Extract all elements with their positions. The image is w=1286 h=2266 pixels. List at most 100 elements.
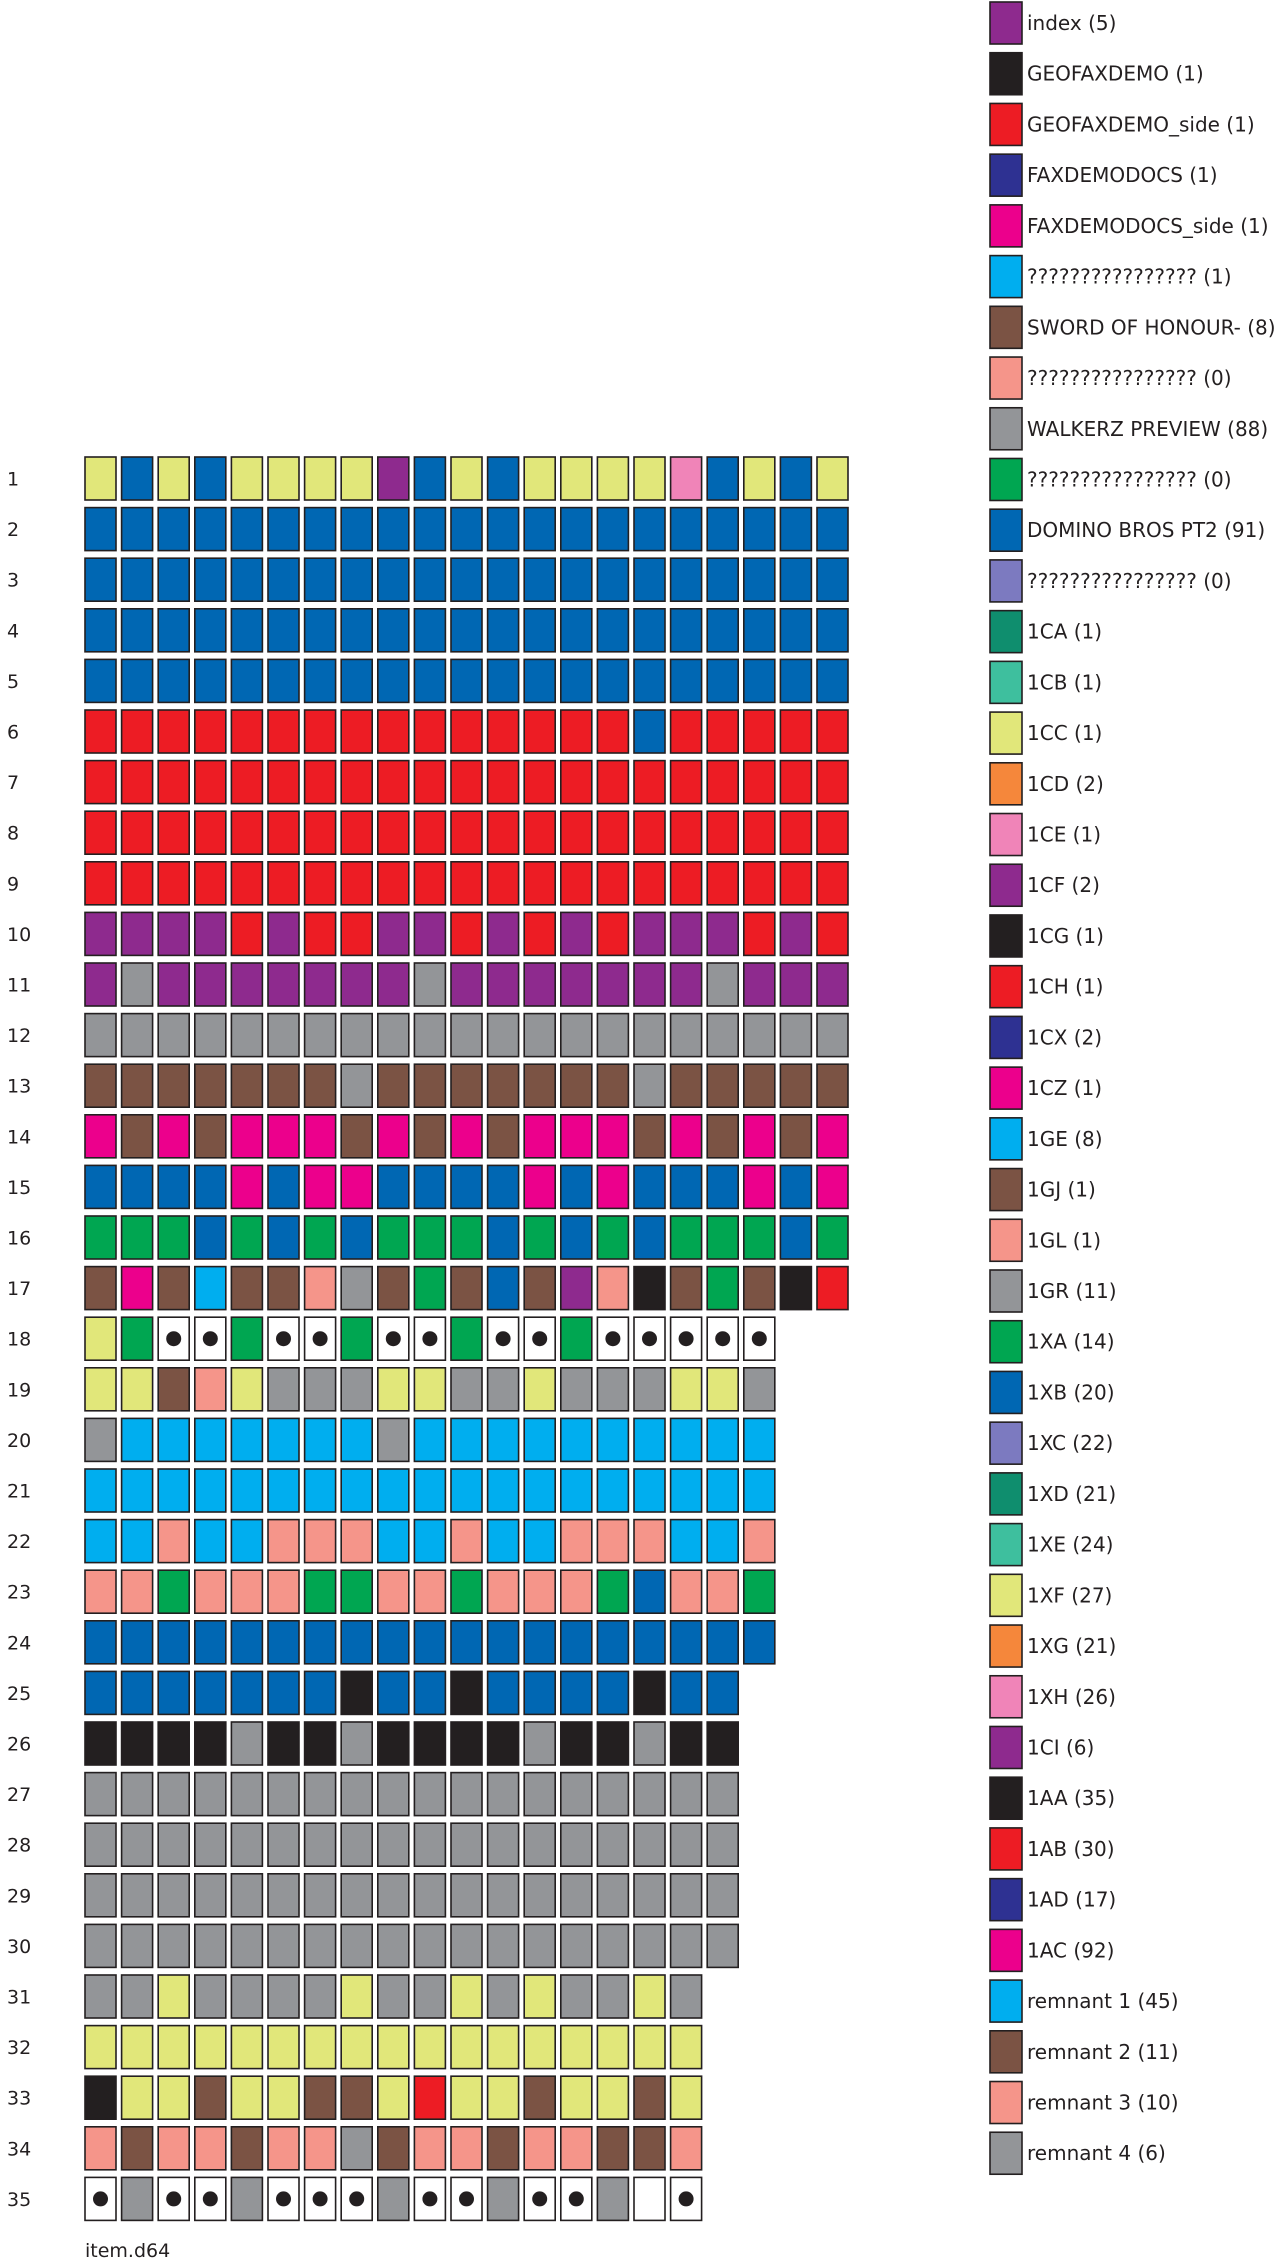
legend-swatch: [989, 711, 1023, 755]
free-sector-dot: [532, 2191, 548, 2207]
sector-cell: [120, 2075, 154, 2120]
sector-cell: [413, 2075, 447, 2120]
sector-cell: [303, 2024, 337, 2070]
track-label: 2: [7, 519, 19, 541]
sector-cell: [303, 1923, 337, 1969]
sector-cell: [340, 1114, 374, 1159]
sector-cell: [230, 506, 264, 552]
sector-cell: [340, 1265, 374, 1311]
sector-cell: [120, 1417, 154, 1463]
free-sector-dot: [202, 2191, 218, 2207]
sector-cell: [486, 1822, 520, 1867]
sector-cell: [523, 1367, 557, 1412]
sector-cell: [84, 1114, 117, 1159]
sector-cell: [376, 1417, 410, 1463]
sector-cell: [157, 810, 190, 856]
track-label: 9: [7, 873, 19, 895]
sector-cell: [120, 1923, 154, 1969]
legend-swatch: [989, 1370, 1023, 1415]
sector-cell: [84, 810, 117, 856]
legend-label: 1CE (1): [1027, 823, 1101, 847]
free-sector-dot: [312, 2191, 328, 2207]
track-label: 16: [7, 1228, 31, 1250]
sector-cell: [523, 1670, 557, 1716]
sector-cell: [413, 1012, 447, 1058]
sector-cell: [340, 1215, 374, 1260]
disk-image-filename: item.d64: [85, 2240, 171, 2262]
sector-cell: [523, 456, 557, 501]
sector-cell: [486, 1721, 520, 1766]
sector-cell: [450, 1417, 483, 1463]
sector-cell: [303, 962, 337, 1007]
sector-cell: [267, 1771, 300, 1817]
track-label: 35: [7, 2189, 31, 2211]
sector-cell: [596, 911, 630, 957]
sector-cell: [486, 911, 520, 957]
sector-cell: [596, 1822, 630, 1867]
sector-cell: [84, 2075, 117, 2120]
sector-cell: [230, 1620, 264, 1665]
sector-cell: [669, 1012, 703, 1058]
legend-swatch: [989, 2030, 1023, 2074]
sector-cell: [84, 1923, 117, 1969]
sector-cell: [633, 962, 666, 1007]
sector-cell: [413, 709, 447, 754]
sector-cell: [194, 1873, 227, 1918]
sector-cell: [523, 1569, 557, 1614]
sector-cell: [816, 1164, 849, 1210]
sector-cell: [376, 1620, 410, 1665]
sector-cell: [230, 1164, 264, 1210]
legend-label: remnant 2 (11): [1027, 2040, 1179, 2064]
track-label: 17: [7, 1278, 31, 1300]
sector-cell: [486, 1670, 520, 1716]
free-sector-dot: [422, 2191, 438, 2207]
sector-cell: [523, 1164, 557, 1210]
legend-swatch: [989, 1725, 1023, 1770]
track-label: 5: [7, 671, 19, 693]
sector-cell: [194, 1670, 227, 1716]
sector-cell: [669, 860, 703, 906]
sector-cell: [340, 1316, 374, 1361]
legend-label: index (5): [1027, 11, 1116, 35]
sector-cell: [633, 1822, 666, 1867]
sector-cell: [450, 911, 483, 957]
sector-cell: [779, 1063, 813, 1108]
sector-cell: [267, 962, 300, 1007]
sector-cell: [267, 709, 300, 754]
sector-cell: [267, 1670, 300, 1716]
free-sector-dot: [202, 1331, 218, 1347]
track-label: 15: [7, 1177, 31, 1199]
sector-cell: [596, 658, 630, 704]
sector-cell: [303, 1569, 337, 1614]
sector-cell: [376, 1012, 410, 1058]
sector-cell: [486, 759, 520, 805]
sector-cell: [633, 1265, 666, 1311]
sector-cell: [376, 506, 410, 552]
sector-cell: [450, 1063, 483, 1108]
sector-cell: [84, 1468, 117, 1513]
sector-cell: [669, 911, 703, 957]
legend-label: 1XE (24): [1027, 1533, 1113, 1557]
sector-cell: [669, 1822, 703, 1867]
sector-cell: [559, 1215, 593, 1260]
legend-label: GEOFAXDEMO (1): [1027, 62, 1204, 86]
sector-cell: [84, 2126, 117, 2171]
sector-cell: [450, 1468, 483, 1513]
free-sector: [194, 2176, 227, 2222]
sector-cell: [559, 1316, 593, 1361]
sector-cell: [779, 1215, 813, 1260]
sector-cell: [157, 911, 190, 957]
sector-cell: [413, 1569, 447, 1614]
sector-cell: [559, 1063, 593, 1108]
track-label: 31: [7, 1987, 31, 2009]
sector-cell: [559, 1417, 593, 1463]
sector-cell: [194, 2075, 227, 2120]
sector-cell: [194, 860, 227, 906]
sector-cell: [669, 962, 703, 1007]
sector-cell: [194, 1367, 227, 1412]
sector-cell: [230, 658, 264, 704]
sector-cell: [157, 1367, 190, 1412]
legend-swatch: [989, 1472, 1023, 1516]
sector-cell: [84, 1063, 117, 1108]
sector-cell: [523, 911, 557, 957]
